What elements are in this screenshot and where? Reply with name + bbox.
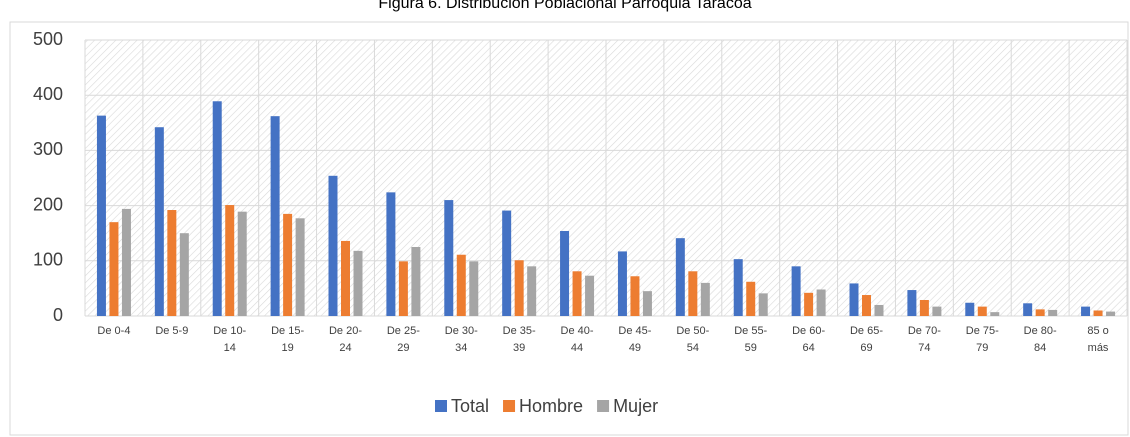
x-tick-label: De 10-14	[213, 325, 247, 354]
bar	[1081, 306, 1091, 316]
x-tick-label: De 0-4	[97, 325, 131, 337]
bar	[109, 222, 119, 316]
bar	[804, 292, 814, 316]
x-tick-label: De 75-79	[965, 325, 999, 354]
bar	[919, 299, 929, 316]
y-tick-label: 100	[33, 250, 63, 270]
legend-swatch	[435, 400, 447, 412]
bar	[816, 289, 826, 316]
bar	[469, 261, 479, 316]
bar	[386, 192, 396, 316]
y-tick-label: 0	[53, 305, 63, 325]
bar	[502, 210, 512, 316]
bar	[700, 282, 710, 316]
chart-title: Figura 6. Distribución Poblacional Parro…	[378, 0, 751, 12]
bar	[862, 295, 871, 316]
x-tick-label: De 25-29	[386, 325, 420, 354]
x-tick-label: De 80-84	[1023, 325, 1057, 354]
bar	[295, 218, 305, 316]
bar	[167, 210, 177, 316]
bar	[341, 240, 350, 316]
y-tick-label: 400	[33, 84, 63, 104]
x-tick-label: De 35-39	[502, 325, 536, 354]
bar	[560, 230, 570, 316]
bar	[154, 127, 164, 316]
legend-label: Hombre	[519, 396, 583, 416]
bar	[617, 251, 627, 316]
bar	[179, 233, 189, 316]
x-tick-label: De 30-34	[444, 325, 478, 354]
bar	[283, 213, 293, 316]
bar	[990, 312, 1000, 316]
bar	[874, 304, 884, 316]
bar	[398, 261, 408, 316]
bar	[932, 306, 942, 316]
x-tick-label: De 15-19	[271, 325, 305, 354]
bar	[675, 238, 685, 316]
x-tick-label: De 5-9	[155, 325, 189, 337]
bar	[1023, 303, 1033, 316]
bar	[121, 208, 131, 316]
bar	[456, 254, 466, 316]
bar	[328, 175, 338, 316]
bar	[907, 290, 917, 316]
bar	[514, 260, 524, 316]
legend-label: Mujer	[613, 396, 658, 416]
y-tick-label: 300	[33, 139, 63, 159]
bar	[353, 250, 363, 316]
x-tick-label: De 40-44	[560, 325, 594, 354]
x-tick-label: De 65-69	[849, 325, 884, 354]
bar	[965, 302, 975, 316]
bar	[1106, 311, 1116, 316]
bar	[270, 116, 280, 317]
legend-swatch	[597, 400, 610, 412]
bar	[527, 266, 537, 316]
bar	[1035, 309, 1045, 316]
bar	[572, 271, 582, 316]
x-tick-label: De 45-49	[618, 325, 652, 354]
bar	[642, 291, 652, 316]
bar	[849, 283, 859, 316]
x-tick-label: De 50-54	[676, 325, 710, 354]
x-tick-label: De 20-24	[328, 325, 363, 354]
bar	[585, 275, 595, 316]
legend-swatch	[503, 400, 516, 412]
y-tick-label: 200	[33, 194, 63, 214]
bar	[1093, 310, 1103, 316]
bar	[237, 211, 247, 316]
x-tick-label: De 60-64	[792, 325, 826, 354]
bar	[688, 271, 698, 316]
bar	[444, 200, 454, 316]
bar	[1048, 309, 1058, 316]
bar	[733, 259, 743, 316]
bar	[630, 276, 640, 316]
bar	[791, 266, 801, 316]
x-tick-label: 85 o más	[1087, 325, 1109, 354]
bar	[977, 306, 987, 316]
x-tick-label: De 70-74	[907, 325, 941, 354]
legend-label: Total	[451, 396, 489, 416]
bar	[225, 205, 235, 316]
bar	[96, 115, 106, 317]
bar	[212, 101, 222, 316]
y-tick-label: 500	[33, 29, 63, 49]
x-tick-label: De 55-59	[734, 325, 768, 354]
bar	[758, 293, 768, 316]
bar	[411, 247, 421, 316]
bar	[746, 281, 756, 316]
